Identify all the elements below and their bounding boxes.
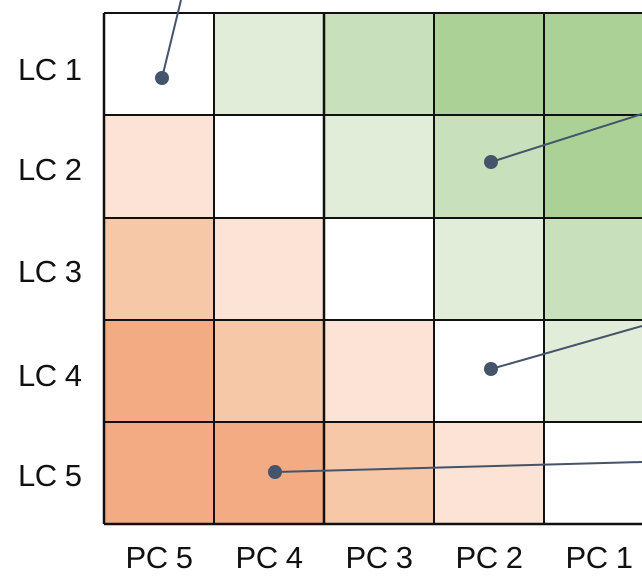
marker-dot — [484, 155, 498, 169]
connector-line — [490, 325, 642, 370]
cell-lc4-pc1 — [544, 320, 642, 422]
cell-lc2-pc3 — [324, 115, 434, 218]
cell-lc3-pc2 — [434, 218, 544, 320]
cell-lc2-pc1 — [544, 115, 642, 218]
row-label-lc5: LC 5 — [18, 458, 82, 493]
cell-lc4-pc3 — [324, 320, 434, 422]
marker-dot — [484, 362, 498, 376]
connector-line — [274, 461, 642, 473]
cell-lc5-pc5 — [104, 422, 214, 524]
cell-lc5-pc2 — [434, 422, 544, 524]
row-label-lc4: LC 4 — [18, 358, 82, 393]
connectors-layer — [155, 0, 642, 479]
cell-lc1-pc1 — [544, 13, 642, 115]
marker-dot — [268, 465, 282, 479]
row-label-lc2: LC 2 — [18, 152, 82, 187]
connector-line — [161, 0, 182, 79]
cell-lc3-pc4 — [214, 218, 324, 320]
cell-lc1-pc2 — [434, 13, 544, 115]
cell-lc2-pc5 — [104, 115, 214, 218]
cell-lc5-pc1 — [544, 422, 642, 524]
column-label-pc3: PC 3 — [345, 540, 413, 575]
cell-lc1-pc5 — [104, 13, 214, 115]
column-label-pc4: PC 4 — [235, 540, 303, 575]
row-label-lc3: LC 3 — [18, 254, 82, 289]
cell-lc3-pc3 — [324, 218, 434, 320]
row-label-lc1: LC 1 — [18, 52, 82, 87]
column-label-pc5: PC 5 — [125, 540, 193, 575]
marker-dot — [155, 71, 169, 85]
cells-layer — [104, 13, 642, 524]
grid-lines — [102, 12, 642, 526]
cell-lc4-pc4 — [214, 320, 324, 422]
connector-line — [490, 113, 642, 163]
cell-lc2-pc4 — [214, 115, 324, 218]
cell-lc3-pc1 — [544, 218, 642, 320]
column-label-pc2: PC 2 — [455, 540, 523, 575]
cell-lc1-pc3 — [324, 13, 434, 115]
cell-lc4-pc5 — [104, 320, 214, 422]
column-label-pc1: PC 1 — [565, 540, 633, 575]
cell-lc1-pc4 — [214, 13, 324, 115]
cell-lc5-pc3 — [324, 422, 434, 524]
cell-lc3-pc5 — [104, 218, 214, 320]
